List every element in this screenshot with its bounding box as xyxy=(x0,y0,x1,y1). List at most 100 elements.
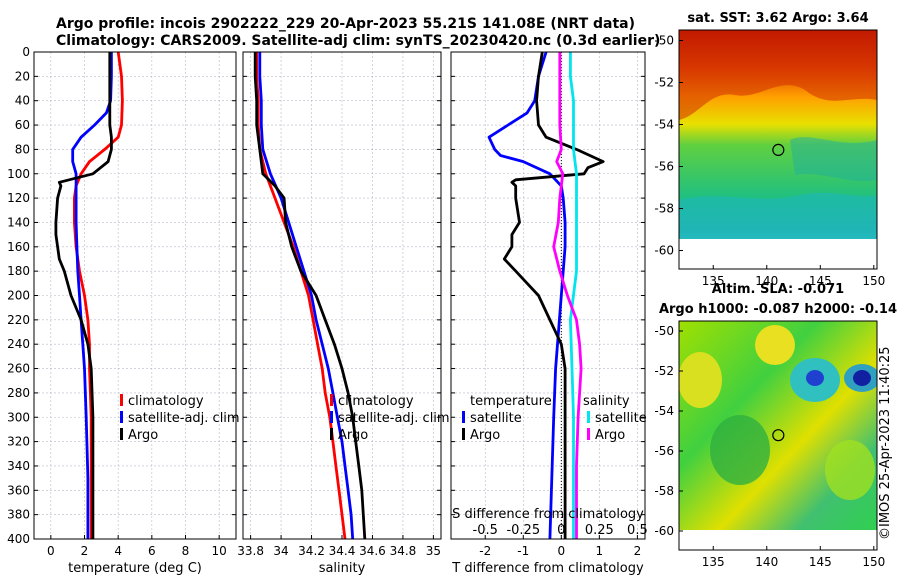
map-xtick-label: 140 xyxy=(755,555,778,569)
title-line1: Argo profile: incois 2902222_229 20-Apr-… xyxy=(56,16,636,32)
axes-frame xyxy=(242,51,442,540)
map-ytick-label: -56 xyxy=(654,160,674,174)
legend-title-temperature: temperature xyxy=(470,394,552,409)
axes-frame xyxy=(450,51,646,540)
sla-map-frame xyxy=(678,320,878,551)
map-xtick-label: 150 xyxy=(862,274,885,288)
ytick-label: 200 xyxy=(7,289,30,303)
ytick-label: 320 xyxy=(7,435,30,449)
sst-map: sat. SST: 3.62 Argo: 3.64 135 140 145 150 -5… xyxy=(654,11,885,288)
ytick-label: 40 xyxy=(15,94,30,108)
ytick-label: 240 xyxy=(7,337,30,351)
ytick-label: 140 xyxy=(7,215,30,229)
ytick-label: 180 xyxy=(7,264,30,278)
s-xtick-label: 0 xyxy=(557,523,565,538)
sla-lime-patch xyxy=(825,440,875,500)
ytick-label: 80 xyxy=(15,142,30,156)
series-satellite-adj-clim xyxy=(71,52,113,539)
xtick-label: -1 xyxy=(517,544,529,558)
sst-cold-region xyxy=(679,192,877,239)
legend-label: climatology xyxy=(128,394,204,409)
series-t-argo xyxy=(502,51,605,539)
map-xtick-label: 145 xyxy=(809,274,832,288)
xtick-label: 34.4 xyxy=(329,544,356,558)
temperature-profile: 0204060801001201401601802002202402602803… xyxy=(7,45,240,576)
xtick-label: 10 xyxy=(212,544,227,558)
series-climatology xyxy=(73,51,124,539)
legend-label: satellite-adj. clim xyxy=(128,411,240,426)
series-satellite-adj-clim xyxy=(258,52,355,540)
s-xtick-label: -0.25 xyxy=(506,523,540,538)
sla-map: Altim. SLA: -0.071 Argo h1000: -0.087 h2… xyxy=(654,282,897,569)
map-ytick-label: -50 xyxy=(654,34,674,48)
sla-green-patch xyxy=(710,415,770,485)
legend-label: Argo xyxy=(595,428,625,443)
xtick-label: 34 xyxy=(273,544,288,558)
xtick-label: 4 xyxy=(114,544,122,558)
xtick-label: 34.6 xyxy=(359,544,386,558)
ytick-label: 380 xyxy=(7,508,30,522)
map-ytick-label: -50 xyxy=(654,324,674,338)
legend-label: satellite-adj. clim xyxy=(338,411,450,426)
map-xtick-label: 135 xyxy=(702,274,725,288)
profile-plots: 0204060801001201401601802002202402602803… xyxy=(7,45,648,576)
sla-map-nodata xyxy=(679,530,877,550)
ytick-label: 360 xyxy=(7,483,30,497)
legend-label: satellite xyxy=(595,411,647,426)
sst-map-title: sat. SST: 3.62 Argo: 3.64 xyxy=(687,11,868,26)
map-ytick-label: -54 xyxy=(654,404,674,418)
ytick-label: 160 xyxy=(7,240,30,254)
series-s-argo xyxy=(552,52,583,539)
legend-swatch xyxy=(330,428,333,440)
legend-swatch xyxy=(120,394,123,406)
sla-blue-eddy-right xyxy=(853,370,871,386)
legend-swatch xyxy=(462,428,465,440)
imos-timestamp: ©IMOS 25-Apr-2023 11:40:25 xyxy=(878,346,893,540)
series-argo xyxy=(54,52,113,539)
xtick-label: -2 xyxy=(479,544,491,558)
xtick-label: 6 xyxy=(148,544,156,558)
sla-map-patterns xyxy=(679,325,877,500)
series-t-satellite xyxy=(487,51,567,540)
ytick-label: 280 xyxy=(7,386,30,400)
xlabel: temperature (deg C) xyxy=(68,561,202,576)
map-ytick-label: -54 xyxy=(654,118,674,132)
sla-yellow-band xyxy=(755,325,795,365)
legend-swatch xyxy=(587,411,590,423)
legend-swatch xyxy=(120,411,123,423)
legend-swatch xyxy=(462,411,465,423)
difference-from-climatology: -2 -1 0 1 2 T difference from climatology temp… xyxy=(450,51,648,576)
sla-blue-eddy xyxy=(806,370,824,386)
map-ytick-label: -58 xyxy=(654,202,674,216)
sst-map-ticks: 135 140 145 150 -50 -52 -54 -56 -58 -60 xyxy=(654,34,885,289)
title-line2: Climatology: CARS2009. Satellite-adj cli… xyxy=(56,33,661,49)
sst-map-nodata xyxy=(679,239,877,269)
xlabel: salinity xyxy=(319,561,366,576)
sst-cyan-patch xyxy=(790,137,877,182)
top-xlabel: S difference from climatology xyxy=(452,507,644,522)
xtick-label: 2 xyxy=(634,544,642,558)
ytick-label: 100 xyxy=(7,167,30,181)
map-ytick-label: -52 xyxy=(654,364,674,378)
map-ytick-label: -56 xyxy=(654,444,674,458)
map-xtick-label: 140 xyxy=(755,274,778,288)
xtick-label: 34.8 xyxy=(390,544,417,558)
xtick-label: 8 xyxy=(182,544,190,558)
map-ytick-label: -52 xyxy=(654,76,674,90)
legend-swatch xyxy=(330,394,333,406)
sla-yellow-patch xyxy=(679,352,722,408)
ytick-label: 260 xyxy=(7,362,30,376)
xtick-label: 33.8 xyxy=(237,544,264,558)
sst-warm-tongue xyxy=(679,30,877,120)
ytick-label: 20 xyxy=(15,69,30,83)
map-ytick-label: -60 xyxy=(654,244,674,258)
map-xtick-label: 145 xyxy=(809,555,832,569)
ytick-label: 220 xyxy=(7,313,30,327)
legend-label: Argo xyxy=(128,428,158,443)
s-xtick-label: 0.25 xyxy=(585,523,614,538)
legend-label: Argo xyxy=(470,428,500,443)
sst-map-frame xyxy=(678,29,878,270)
legend-label: Argo xyxy=(338,428,368,443)
xtick-label: 0 xyxy=(557,544,565,558)
